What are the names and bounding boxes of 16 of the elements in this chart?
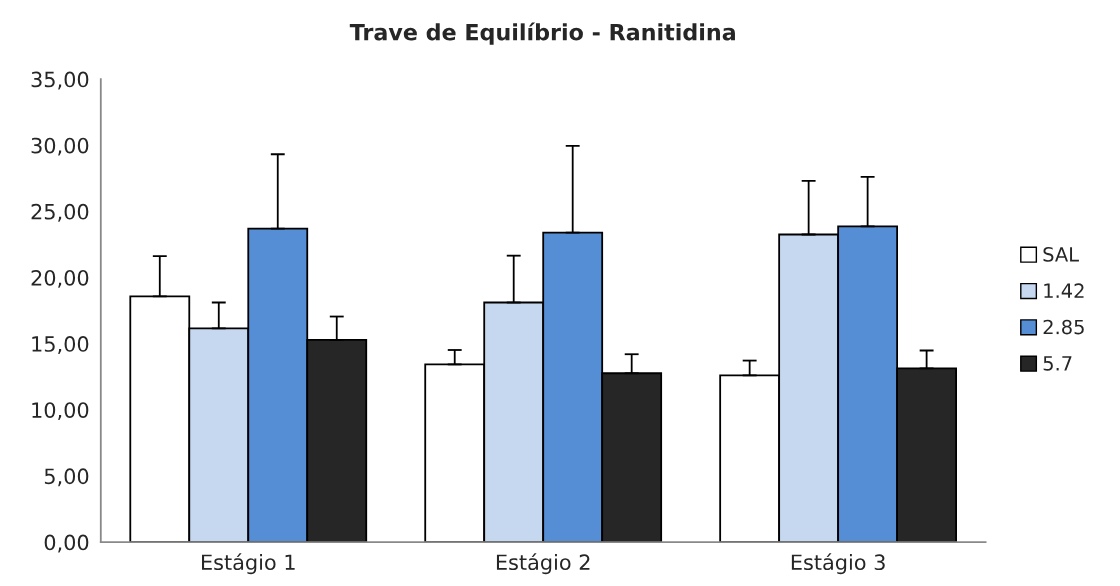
y-tick-label: 25,00 xyxy=(31,203,89,222)
x-tick-label: Estágio 1 xyxy=(202,553,295,575)
y-tick-label: 20,00 xyxy=(31,269,89,288)
y-tick-label: 15,00 xyxy=(32,336,89,354)
legend-label: 5.7 xyxy=(1043,356,1072,371)
legend-label: 1.42 xyxy=(1044,283,1084,298)
x-tick-label: Estágio 3 xyxy=(791,553,885,575)
y-tick-label: 30,00 xyxy=(31,137,89,156)
y-tick-label: 10,00 xyxy=(32,402,89,421)
y-tick-label: 0,00 xyxy=(44,534,89,553)
y-tick-label: 5,00 xyxy=(44,468,89,487)
legend-label: 2.85 xyxy=(1043,319,1084,335)
y-tick-label: 35,00 xyxy=(31,71,89,90)
legend-label: SAL xyxy=(1043,247,1079,262)
x-tick-label: Estágio 2 xyxy=(496,553,590,575)
chart-title: Trave de Equilíbrio - Ranitidina xyxy=(349,22,735,45)
